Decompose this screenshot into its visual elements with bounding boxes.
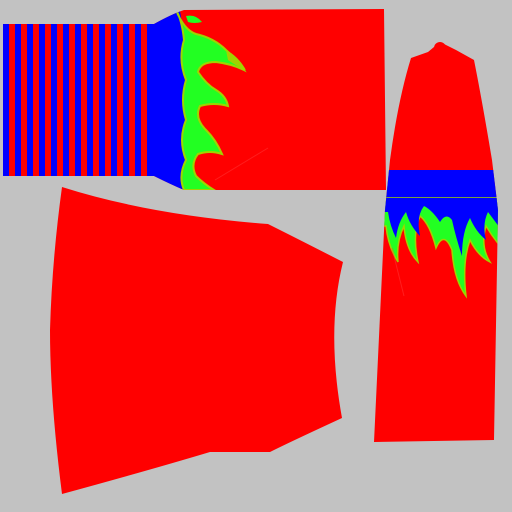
sleeve-panel bbox=[3, 9, 386, 190]
tall-panel-seam bbox=[391, 247, 405, 297]
sleeve-blue-band bbox=[154, 9, 186, 190]
tall-panel-flame-blue bbox=[374, 198, 498, 256]
front-panel bbox=[50, 187, 343, 494]
sleeve-flame-tongue bbox=[226, 50, 246, 70]
sleeve-seam bbox=[214, 147, 269, 181]
tall-panel-blue-band bbox=[374, 170, 498, 200]
tall-panel-knob bbox=[434, 42, 446, 54]
sleeve-stripes bbox=[3, 9, 154, 190]
sleeve-flame-tongue bbox=[186, 15, 202, 23]
